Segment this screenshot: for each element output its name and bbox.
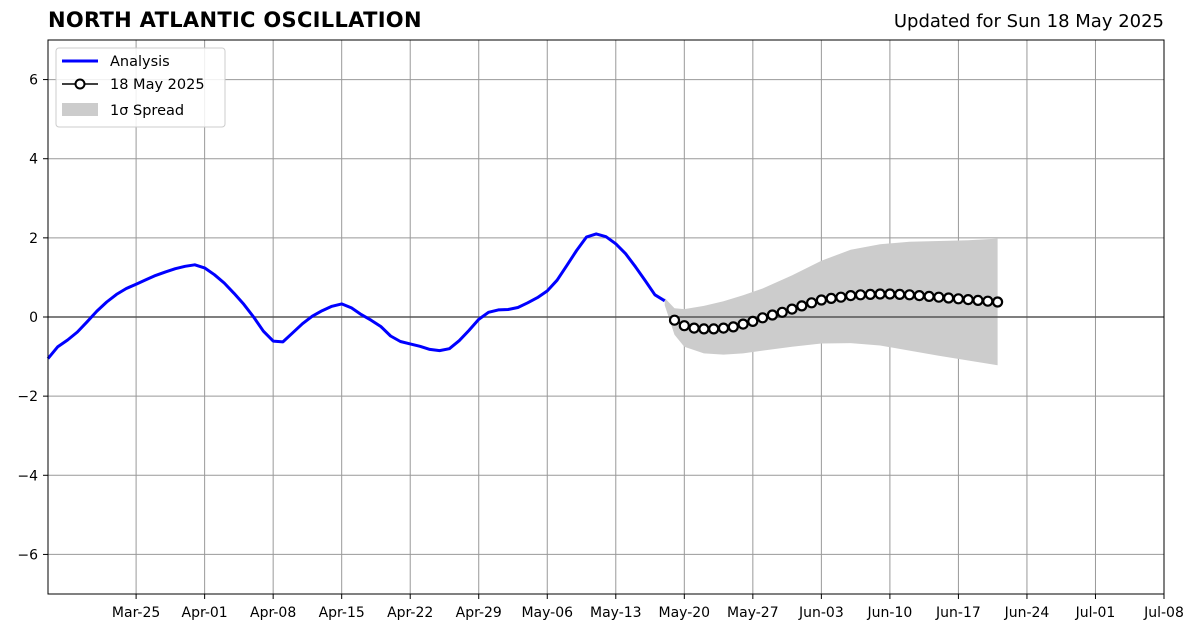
forecast-point [698,323,710,335]
legend-spread-swatch [62,103,98,116]
x-tick-label: Jun-10 [867,605,913,621]
forecast-point [864,288,876,300]
legend-forecast-label: 18 May 2025 [110,77,205,93]
y-tick-label: −6 [17,547,38,563]
forecast-point [708,323,720,335]
analysis-line [46,232,666,360]
y-tick-label: 2 [29,231,38,247]
legend-box [55,47,226,128]
forecast-point [952,293,965,305]
forecast-series [668,288,1004,335]
x-tick-label: Jul-01 [1075,605,1116,621]
y-tick-label: 0 [29,310,38,326]
x-tick-label: Jun-03 [798,605,844,621]
forecast-point [962,294,974,306]
x-tick-label: Mar-25 [112,605,160,621]
forecast-point [805,297,818,309]
forecast-point [756,312,769,324]
x-tick-label: May-20 [659,605,711,621]
forecast-point [747,315,759,327]
forecast-point [796,300,808,312]
y-tick-label: 6 [29,73,38,89]
x-tick-label: May-06 [521,605,573,621]
forecast-point [815,294,828,306]
x-tick-label: Apr-22 [387,605,433,621]
forecast-point [688,322,700,334]
legend-spread-label: 1σ Spread [110,103,184,119]
forecast-point [727,321,739,333]
x-tick-label: Jun-17 [935,605,981,621]
legend-forecast-marker [74,78,86,90]
forecast-point [903,289,916,301]
forecast-point [942,292,955,304]
forecast-point [845,290,857,302]
chart-title: NORTH ATLANTIC OSCILLATION [48,8,422,32]
x-tick-label: Apr-15 [319,605,365,621]
forecast-point [933,291,945,303]
x-tick-label: May-13 [590,605,642,621]
updated-date: Updated for Sun 18 May 2025 [893,11,1164,32]
forecast-point [668,314,681,326]
forecast-point [717,322,730,334]
x-tick-label: Jul-08 [1143,605,1184,621]
forecast-point [825,292,837,304]
forecast-point [766,309,779,321]
y-axis: 6 4 2 0 −2 −4 −6 [17,73,48,563]
y-tick-label: −2 [17,389,38,405]
forecast-point [874,288,886,300]
forecast-point [991,296,1004,308]
x-tick-label: Apr-01 [182,605,228,621]
forecast-point [854,289,867,301]
forecast-point [776,306,788,318]
forecast-point [835,291,847,303]
x-tick-label: May-27 [727,605,779,621]
y-tick-label: 4 [29,152,38,168]
x-tick-label: Apr-29 [456,605,502,621]
x-axis: Mar-25 Apr-01 Apr-08 Apr-15 Apr-22 Apr-29 May-… [112,594,1184,621]
forecast-point [972,294,984,306]
forecast-point [737,318,749,330]
forecast-point [884,288,896,300]
legend: Analysis 18 May 2025 1σ Spread [55,47,226,128]
x-tick-label: Apr-08 [250,605,296,621]
forecast-point [913,290,925,302]
forecast-point [923,290,935,302]
forecast-point [786,303,798,315]
analysis-series [46,232,666,360]
legend-analysis-label: Analysis [110,54,170,70]
forecast-point [894,288,906,300]
forecast-point [678,320,690,332]
y-tick-label: −4 [17,468,38,484]
x-tick-label: Jun-24 [1004,605,1050,621]
forecast-point [982,295,994,307]
